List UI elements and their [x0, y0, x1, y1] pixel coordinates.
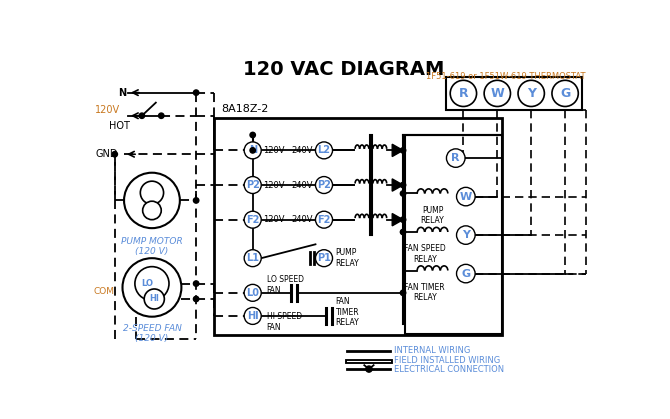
- Text: R: R: [458, 87, 468, 100]
- Circle shape: [139, 113, 145, 119]
- Text: INTERNAL WIRING: INTERNAL WIRING: [394, 346, 470, 355]
- Circle shape: [450, 80, 476, 106]
- Circle shape: [552, 80, 578, 106]
- Circle shape: [112, 152, 117, 157]
- Circle shape: [194, 296, 199, 302]
- Text: GND: GND: [95, 149, 118, 159]
- Polygon shape: [392, 144, 403, 157]
- Circle shape: [456, 187, 475, 206]
- Circle shape: [316, 142, 332, 159]
- Circle shape: [194, 198, 199, 203]
- Text: 120V: 120V: [263, 181, 285, 189]
- Circle shape: [484, 80, 511, 106]
- Circle shape: [244, 142, 261, 159]
- Text: P2: P2: [317, 180, 331, 190]
- Circle shape: [159, 113, 164, 119]
- Circle shape: [244, 250, 261, 266]
- Circle shape: [194, 281, 199, 286]
- Text: HOT: HOT: [109, 121, 129, 131]
- Text: 120V: 120V: [263, 146, 285, 155]
- Text: F2: F2: [246, 215, 259, 225]
- Text: 2-SPEED FAN: 2-SPEED FAN: [123, 324, 182, 334]
- Text: Y: Y: [527, 87, 536, 100]
- Text: HI: HI: [149, 295, 159, 303]
- Text: PUMP
RELAY: PUMP RELAY: [335, 248, 358, 268]
- Circle shape: [456, 226, 475, 244]
- Text: P1: P1: [317, 253, 331, 263]
- Circle shape: [244, 211, 261, 228]
- Circle shape: [316, 211, 332, 228]
- Text: 120V: 120V: [95, 105, 121, 115]
- Text: R: R: [452, 153, 460, 163]
- Circle shape: [401, 147, 406, 153]
- Text: G: G: [560, 87, 570, 100]
- Text: 240V: 240V: [291, 215, 313, 224]
- Text: PUMP MOTOR: PUMP MOTOR: [121, 238, 183, 246]
- Text: HI: HI: [247, 311, 259, 321]
- Text: FAN
TIMER
RELAY: FAN TIMER RELAY: [336, 297, 359, 327]
- Circle shape: [518, 80, 545, 106]
- Text: P2: P2: [246, 180, 260, 190]
- Text: ELECTRICAL CONNECTION: ELECTRICAL CONNECTION: [394, 365, 504, 374]
- Circle shape: [401, 191, 406, 196]
- Circle shape: [316, 176, 332, 194]
- Text: COM: COM: [94, 287, 115, 296]
- Circle shape: [316, 250, 332, 266]
- Circle shape: [401, 217, 406, 222]
- Circle shape: [250, 147, 255, 153]
- Circle shape: [401, 229, 406, 235]
- Circle shape: [456, 264, 475, 283]
- Text: F2: F2: [318, 215, 331, 225]
- Circle shape: [366, 366, 372, 372]
- Text: L1: L1: [246, 253, 259, 263]
- Text: 120 VAC DIAGRAM: 120 VAC DIAGRAM: [243, 59, 444, 78]
- Circle shape: [446, 149, 465, 167]
- Circle shape: [244, 176, 261, 194]
- Circle shape: [244, 285, 261, 301]
- Text: (120 V): (120 V): [135, 334, 169, 343]
- Text: PUMP
RELAY: PUMP RELAY: [421, 206, 444, 225]
- Text: FIELD INSTALLED WIRING: FIELD INSTALLED WIRING: [394, 356, 500, 365]
- Text: (120 V): (120 V): [135, 247, 169, 256]
- Circle shape: [401, 182, 406, 188]
- Circle shape: [144, 289, 164, 309]
- Text: HI SPEED
FAN: HI SPEED FAN: [267, 313, 302, 332]
- Circle shape: [135, 266, 169, 300]
- Text: N: N: [249, 145, 257, 155]
- Text: 1F51-619 or 1F51W-619 THERMOSTAT: 1F51-619 or 1F51W-619 THERMOSTAT: [426, 72, 586, 81]
- Circle shape: [194, 90, 199, 96]
- Text: Y: Y: [462, 230, 470, 240]
- Bar: [214, 118, 502, 335]
- Text: FAN TIMER
RELAY: FAN TIMER RELAY: [405, 283, 445, 302]
- Bar: [405, 135, 502, 334]
- Polygon shape: [392, 214, 403, 226]
- Text: 240V: 240V: [291, 146, 313, 155]
- Text: LO: LO: [141, 279, 153, 288]
- Text: L2: L2: [318, 145, 330, 155]
- Circle shape: [140, 181, 163, 204]
- Text: W: W: [460, 191, 472, 202]
- Text: L0: L0: [246, 288, 259, 298]
- Text: 120V: 120V: [263, 215, 285, 224]
- Circle shape: [124, 173, 180, 228]
- Circle shape: [250, 132, 255, 138]
- Bar: [446, 77, 582, 110]
- Circle shape: [143, 201, 161, 220]
- Text: 240V: 240V: [291, 181, 313, 189]
- Text: W: W: [490, 87, 505, 100]
- Circle shape: [244, 308, 261, 324]
- Circle shape: [123, 258, 182, 317]
- Circle shape: [401, 290, 406, 295]
- Text: LO SPEED
FAN: LO SPEED FAN: [267, 275, 304, 295]
- Text: N: N: [118, 88, 127, 98]
- Polygon shape: [392, 179, 403, 191]
- Text: FAN SPEED
RELAY: FAN SPEED RELAY: [404, 244, 446, 264]
- Text: 8A18Z-2: 8A18Z-2: [222, 104, 269, 114]
- Text: G: G: [461, 269, 470, 279]
